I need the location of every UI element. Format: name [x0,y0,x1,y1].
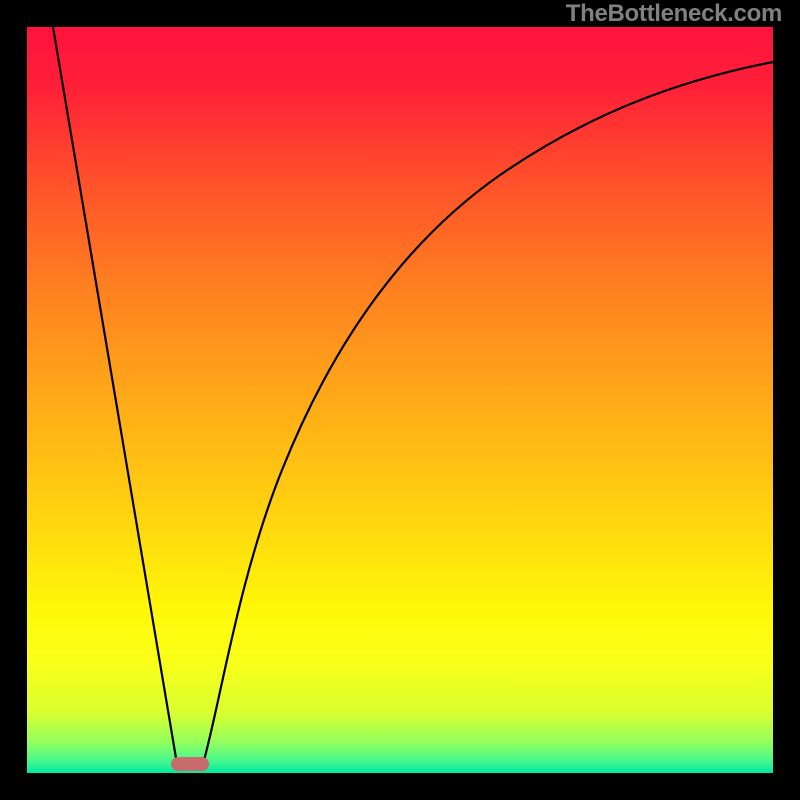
bottleneck-marker [171,757,209,771]
curve-layer [0,0,800,800]
descending-line [53,27,177,764]
watermark-text: TheBottleneck.com [566,0,782,28]
ascending-curve [203,62,773,764]
bottleneck-chart: TheBottleneck.com [0,0,800,800]
